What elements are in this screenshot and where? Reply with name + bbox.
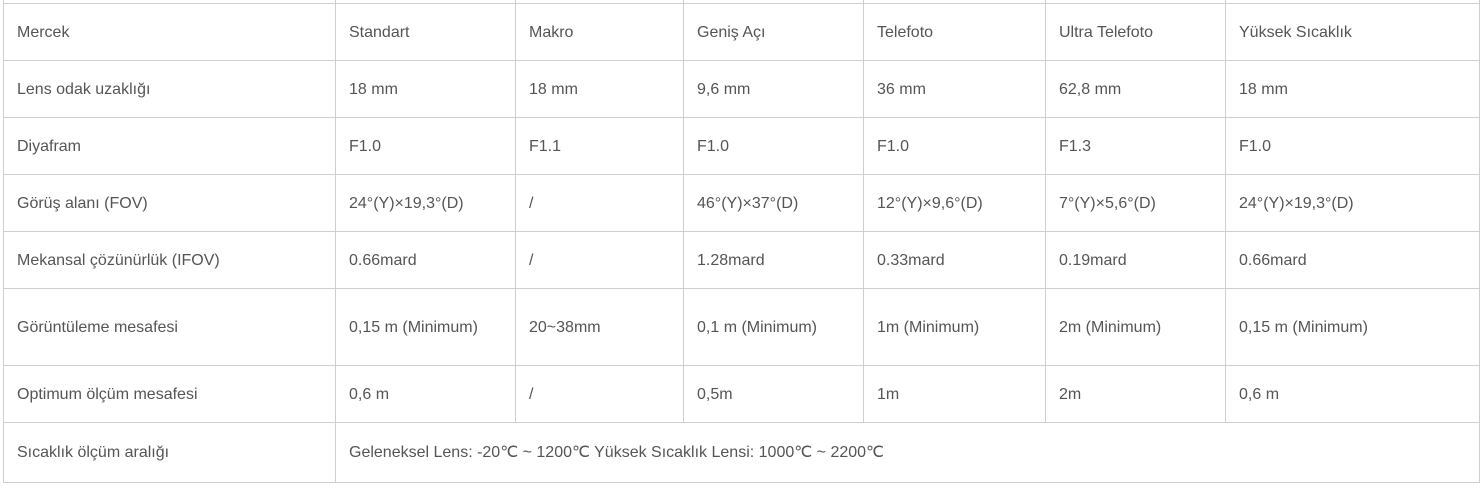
lens-ultra-telephoto: Ultra Telefoto bbox=[1045, 3, 1226, 61]
cell: 12°(Y)×9,6°(D) bbox=[863, 174, 1046, 232]
cell: 9,6 mm bbox=[683, 60, 864, 118]
cell: F1.0 bbox=[335, 117, 516, 175]
cell: F1.0 bbox=[863, 117, 1046, 175]
cell: / bbox=[515, 365, 684, 423]
lens-telephoto: Telefoto bbox=[863, 3, 1046, 61]
cell: F1.0 bbox=[1225, 117, 1480, 175]
row-label: Görüntüleme mesafesi bbox=[3, 288, 336, 366]
cell: 2m bbox=[1045, 365, 1226, 423]
cell: 0,6 m bbox=[1225, 365, 1480, 423]
cell: 2m (Minimum) bbox=[1045, 288, 1226, 366]
table-row: Görüntüleme mesafesi 0,15 m (Minimum) 20… bbox=[3, 288, 1480, 366]
cell: / bbox=[515, 231, 684, 289]
cell: 0.19mard bbox=[1045, 231, 1226, 289]
header-row: Mercek Standart Makro Geniş Açı Telefoto… bbox=[3, 3, 1480, 61]
table-row: Lens odak uzaklığı 18 mm 18 mm 9,6 mm 36… bbox=[3, 60, 1480, 118]
row-label: Diyafram bbox=[3, 117, 336, 175]
cell: 20~38mm bbox=[515, 288, 684, 366]
lens-standard: Standart bbox=[335, 3, 516, 61]
row-label: Görüş alanı (FOV) bbox=[3, 174, 336, 232]
lens-high-temperature: Yüksek Sıcaklık bbox=[1225, 3, 1480, 61]
cell: 18 mm bbox=[515, 60, 684, 118]
cell: 1m bbox=[863, 365, 1046, 423]
cell: 0.33mard bbox=[863, 231, 1046, 289]
cell: 0,5m bbox=[683, 365, 864, 423]
cell: 0,15 m (Minimum) bbox=[335, 288, 516, 366]
lens-macro: Makro bbox=[515, 3, 684, 61]
cell: 1m (Minimum) bbox=[863, 288, 1046, 366]
cell: / bbox=[515, 174, 684, 232]
cell: 24°(Y)×19,3°(D) bbox=[1225, 174, 1480, 232]
table-row: Diyafram F1.0 F1.1 F1.0 F1.0 F1.3 F1.0 bbox=[3, 117, 1480, 175]
cell: F1.0 bbox=[683, 117, 864, 175]
table-row: Optimum ölçüm mesafesi 0,6 m / 0,5m 1m 2… bbox=[3, 365, 1480, 423]
temperature-range-value: Geleneksel Lens: -20℃ ~ 1200℃ Yüksek Sıc… bbox=[335, 422, 1480, 483]
cell: 0,1 m (Minimum) bbox=[683, 288, 864, 366]
row-label: Optimum ölçüm mesafesi bbox=[3, 365, 336, 423]
cell: 24°(Y)×19,3°(D) bbox=[335, 174, 516, 232]
table-row: Görüş alanı (FOV) 24°(Y)×19,3°(D) / 46°(… bbox=[3, 174, 1480, 232]
lens-spec-table: Mercek Standart Makro Geniş Açı Telefoto… bbox=[3, 0, 1480, 483]
cell: 62,8 mm bbox=[1045, 60, 1226, 118]
row-label: Lens odak uzaklığı bbox=[3, 60, 336, 118]
cell: 36 mm bbox=[863, 60, 1046, 118]
cell: F1.1 bbox=[515, 117, 684, 175]
row-label: Mekansal çözünürlük (IFOV) bbox=[3, 231, 336, 289]
cell: 18 mm bbox=[1225, 60, 1480, 118]
cell: F1.3 bbox=[1045, 117, 1226, 175]
cell: 1.28mard bbox=[683, 231, 864, 289]
table-row: Mekansal çözünürlük (IFOV) 0.66mard / 1.… bbox=[3, 231, 1480, 289]
cell: 18 mm bbox=[335, 60, 516, 118]
cell: 7°(Y)×5,6°(D) bbox=[1045, 174, 1226, 232]
temperature-range-row: Sıcaklık ölçüm aralığı Geleneksel Lens: … bbox=[3, 422, 1480, 483]
cell: 0,6 m bbox=[335, 365, 516, 423]
cell: 0.66mard bbox=[1225, 231, 1480, 289]
row-label: Mercek bbox=[3, 3, 336, 61]
cell: 0.66mard bbox=[335, 231, 516, 289]
lens-wide-angle: Geniş Açı bbox=[683, 3, 864, 61]
cell: 0,15 m (Minimum) bbox=[1225, 288, 1480, 366]
cell: 46°(Y)×37°(D) bbox=[683, 174, 864, 232]
row-label: Sıcaklık ölçüm aralığı bbox=[3, 422, 336, 483]
